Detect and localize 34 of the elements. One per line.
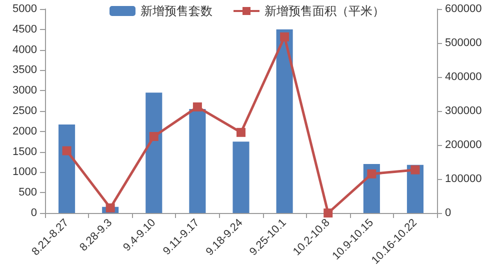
point — [280, 32, 290, 42]
y-tick-label: 2000 — [12, 125, 37, 138]
point — [324, 208, 333, 218]
bar — [189, 108, 206, 213]
y2-tick-label: 300000 — [445, 105, 482, 117]
y2-tick-label: 200000 — [445, 139, 482, 151]
y-tick-label: 4500 — [12, 23, 37, 36]
legend-label: 新增预售面积（平米） — [264, 4, 384, 18]
point — [236, 128, 246, 137]
point — [192, 102, 202, 112]
bar — [146, 92, 162, 213]
y-tick-label: 500 — [18, 186, 37, 199]
point — [62, 146, 72, 156]
legend-label: 新增预售套数 — [140, 4, 212, 18]
y-tick-label: 3000 — [12, 84, 37, 97]
bar — [276, 29, 293, 213]
y2-tick-label: 500000 — [445, 37, 482, 49]
y2-tick-label: 400000 — [445, 71, 482, 83]
point — [410, 165, 420, 174]
y2-tick-label: 100000 — [445, 173, 482, 185]
y-tick-label: 4000 — [12, 44, 37, 56]
point — [367, 169, 376, 178]
point — [149, 132, 158, 141]
point — [106, 203, 115, 212]
y-tick-label: 3500 — [12, 64, 37, 76]
y2-tick-label: 600000 — [445, 3, 482, 15]
bar — [58, 124, 76, 213]
y2-tick-label: 0 — [445, 207, 452, 219]
y-tick-label: 5000 — [12, 3, 37, 15]
bar — [232, 142, 250, 213]
y-tick-label: 2500 — [12, 105, 37, 117]
y-tick-label: 1500 — [12, 146, 37, 158]
y-tick-label: 1000 — [12, 166, 37, 178]
y-tick-label: 0 — [30, 207, 37, 219]
